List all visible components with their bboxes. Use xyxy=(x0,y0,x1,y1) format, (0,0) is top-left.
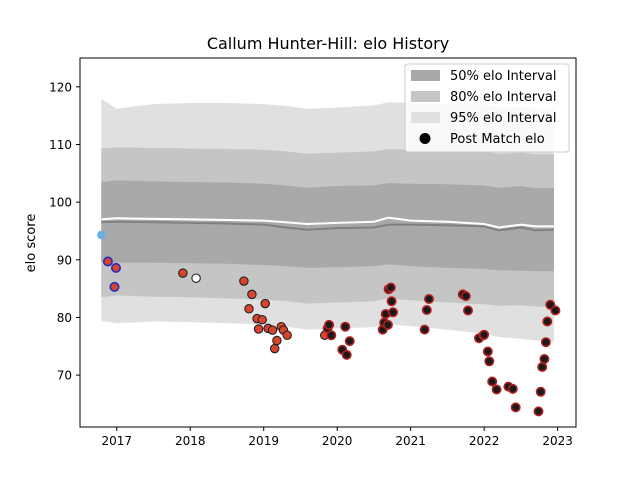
post-match-elo-point xyxy=(282,330,292,341)
legend-label-95: 95% elo Interval xyxy=(450,111,557,126)
post-match-elo-point xyxy=(253,324,264,334)
post-match-elo-point xyxy=(326,330,337,341)
legend-label-post-match: Post Match elo xyxy=(450,132,545,147)
x-tick-label: 2019 xyxy=(248,434,279,448)
post-match-elo-point xyxy=(507,383,518,394)
post-match-elo-point xyxy=(537,361,548,372)
legend-box xyxy=(404,63,570,153)
post-match-elo-point xyxy=(419,324,430,335)
post-match-elo-point xyxy=(109,281,120,292)
legend-swatch-80 xyxy=(411,91,440,102)
post-match-elo-point xyxy=(244,304,254,314)
mean-elo-line xyxy=(101,220,555,232)
post-match-elo-point xyxy=(385,282,396,293)
post-match-elo-point xyxy=(460,291,471,302)
post-match-elo-point xyxy=(272,335,282,346)
post-match-elo-point xyxy=(341,349,352,360)
x-tick-label: 2018 xyxy=(175,434,206,448)
y-tick-label: 80 xyxy=(57,311,72,325)
plot-area xyxy=(97,98,561,417)
y-tick-label: 70 xyxy=(57,369,72,383)
x-axis: 2017 2018 2019 2020 2021 2022 2023 xyxy=(101,427,573,448)
x-tick-label: 2023 xyxy=(542,434,573,448)
post-match-elo-point xyxy=(260,298,270,309)
post-match-elo-point xyxy=(102,256,113,267)
post-match-elo-point xyxy=(462,305,473,316)
post-match-elo-point xyxy=(510,402,521,413)
post-match-elo-point xyxy=(550,305,561,316)
post-match-elo-point xyxy=(111,262,122,273)
x-tick-label: 2020 xyxy=(322,434,353,448)
y-axis-label: elo score xyxy=(24,214,39,273)
post-match-elo-point xyxy=(491,384,502,395)
x-tick-label: 2017 xyxy=(101,434,132,448)
post-match-elo-point xyxy=(479,329,490,340)
post-match-elo-point xyxy=(382,319,393,330)
post-match-elo-point xyxy=(533,406,544,417)
legend-label-80: 80% elo Interval xyxy=(450,90,557,105)
post-match-elo-point xyxy=(324,319,335,330)
post-match-elo-point xyxy=(423,293,434,304)
post-match-elo-point xyxy=(191,273,201,283)
post-match-elo-point xyxy=(421,304,432,315)
post-match-elo-point xyxy=(387,307,398,318)
post-match-elo-point xyxy=(487,376,498,387)
post-match-elo-point xyxy=(542,316,553,327)
median-elo-line xyxy=(101,216,554,229)
post-match-elo-point xyxy=(340,321,351,332)
y-tick-label: 90 xyxy=(57,253,72,267)
post-match-elo-point xyxy=(269,343,280,354)
legend-swatch-95 xyxy=(411,112,440,123)
legend: 50% elo Interval 80% elo Interval 95% el… xyxy=(404,63,570,153)
legend-swatch-50 xyxy=(411,70,440,81)
x-tick-label: 2021 xyxy=(395,434,426,448)
post-match-elo-point xyxy=(267,325,278,335)
post-match-elo-point xyxy=(344,336,355,347)
y-axis: 70 80 90 100 110 120 xyxy=(49,80,80,383)
post-match-elo-point xyxy=(178,268,188,278)
post-match-elo-point xyxy=(97,230,106,240)
x-tick-label: 2022 xyxy=(469,434,500,448)
plot-frame xyxy=(79,57,577,428)
post-match-elo-point xyxy=(535,386,546,397)
chart-title: Callum Hunter-Hill: elo History xyxy=(207,34,449,53)
post-match-elo-point xyxy=(386,296,397,307)
y-tick-label: 120 xyxy=(49,80,72,94)
post-match-elo-point xyxy=(257,315,267,325)
post-match-elo-point xyxy=(540,337,551,348)
post-match-elo-point xyxy=(484,356,495,367)
band-50-interval xyxy=(101,180,555,272)
y-tick-label: 100 xyxy=(49,196,72,210)
legend-label-50: 50% elo Interval xyxy=(450,69,557,84)
post-match-elo-point xyxy=(239,276,249,286)
legend-marker-post-match xyxy=(419,133,431,144)
post-match-elo-point xyxy=(247,289,257,300)
y-tick-label: 110 xyxy=(49,138,72,152)
post-match-elo-point xyxy=(482,346,493,357)
post-match-elo-point xyxy=(539,353,550,364)
